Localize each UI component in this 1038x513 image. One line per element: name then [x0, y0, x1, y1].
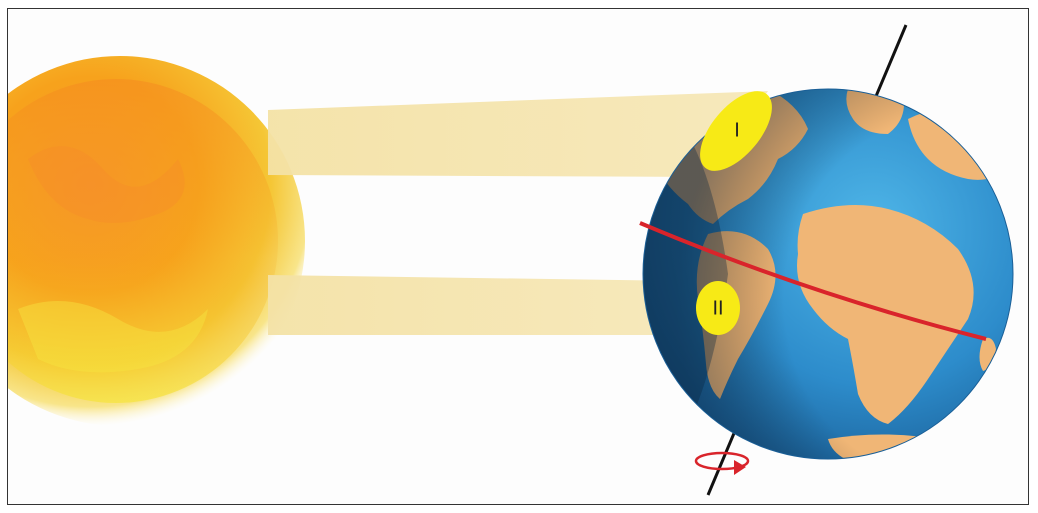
equator-line: [639, 221, 987, 341]
sunlight-beam-lower: [268, 275, 698, 335]
region-II-label: II: [712, 297, 723, 319]
region-II: II: [696, 281, 740, 335]
sun: [8, 56, 305, 426]
sunlight-beam-upper: [268, 91, 768, 177]
rotation-arrow-icon: [694, 451, 750, 475]
region-I-label: I: [734, 119, 740, 141]
sun-earth-diagram: I II: [8, 24, 1014, 496]
region-I: I: [700, 91, 772, 171]
diagram-frame: I II: [7, 8, 1029, 505]
